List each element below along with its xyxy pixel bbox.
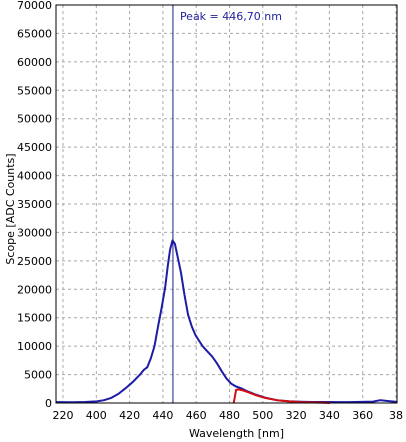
y-axis-title: Scope [ADC Counts]	[4, 153, 17, 264]
y-tick-label: 50000	[17, 113, 52, 126]
y-tick-label: 5000	[24, 369, 52, 382]
y-tick-label: 35000	[17, 198, 52, 211]
y-tick-label: 60000	[17, 56, 52, 69]
y-tick-labels: 0 5000 10000 15000 20000 25000 30000 35000 40000…	[17, 0, 52, 410]
x-tick-label: 38	[389, 409, 403, 422]
x-tick-label: 220	[53, 409, 74, 422]
y-tick-label: 20000	[17, 283, 52, 296]
y-tick-label: 40000	[17, 170, 52, 183]
x-tick-label: 320	[286, 409, 307, 422]
x-tick-label: 340	[319, 409, 340, 422]
y-tick-label: 70000	[17, 0, 52, 12]
series-line-main	[55, 239, 398, 404]
grid-lines	[56, 4, 397, 403]
y-tick-label: 10000	[17, 340, 52, 353]
plot-area	[55, 4, 398, 404]
series-line-secondary	[232, 388, 330, 404]
y-tick-label: 15000	[17, 312, 52, 325]
x-tick-label: 440	[152, 409, 173, 422]
x-axis-title: Wavelength [nm]	[189, 427, 284, 440]
y-tick-label: 30000	[17, 226, 52, 239]
x-tick-label: 400	[86, 409, 107, 422]
x-tick-label: 420	[119, 409, 140, 422]
x-tick-labels: 220 400 420 440 460 480 500 320 340 360 38	[53, 409, 404, 422]
y-tick-label: 25000	[17, 255, 52, 268]
series-group	[55, 239, 398, 404]
x-tick-label: 360	[352, 409, 373, 422]
y-tick-label: 55000	[17, 84, 52, 97]
x-tick-label: 460	[186, 409, 207, 422]
x-tick-label: 480	[219, 409, 240, 422]
y-tick-label: 0	[45, 397, 52, 410]
y-tick-label: 65000	[17, 27, 52, 40]
peak-label: Peak = 446,70 nm	[180, 10, 282, 23]
x-tick-label: 500	[252, 409, 273, 422]
y-tick-label: 45000	[17, 141, 52, 154]
